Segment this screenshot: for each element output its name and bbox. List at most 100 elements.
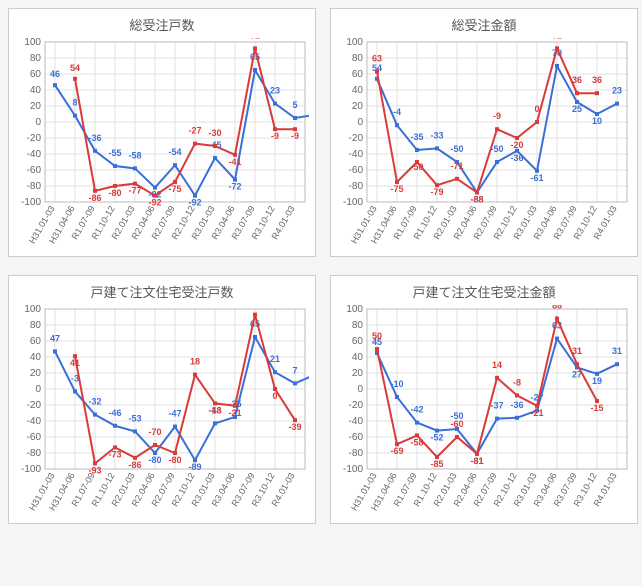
svg-text:-58: -58 <box>128 150 141 160</box>
svg-text:0: 0 <box>35 117 41 128</box>
svg-text:-54: -54 <box>168 147 181 157</box>
svg-text:0: 0 <box>35 384 41 395</box>
svg-text:-9: -9 <box>271 131 279 141</box>
svg-text:-60: -60 <box>27 432 42 443</box>
svg-text:88: 88 <box>552 305 562 311</box>
svg-text:20: 20 <box>30 368 42 379</box>
svg-text:-86: -86 <box>128 460 141 470</box>
svg-text:-9: -9 <box>291 131 299 141</box>
svg-text:0: 0 <box>272 391 277 401</box>
svg-text:-80: -80 <box>168 455 181 465</box>
svg-text:-40: -40 <box>349 149 364 160</box>
panel-title-1: 総受注金額 <box>337 13 631 38</box>
svg-text:50: 50 <box>372 331 382 341</box>
svg-text:-47: -47 <box>168 409 181 419</box>
svg-text:100: 100 <box>24 38 41 48</box>
svg-text:5: 5 <box>292 100 297 110</box>
svg-text:40: 40 <box>352 85 364 96</box>
svg-text:25: 25 <box>572 104 582 114</box>
svg-text:7: 7 <box>292 365 297 375</box>
svg-text:-73: -73 <box>108 449 121 459</box>
svg-text:-100: -100 <box>343 464 363 475</box>
svg-text:100: 100 <box>24 305 41 315</box>
svg-text:-50: -50 <box>410 162 423 172</box>
svg-text:-36: -36 <box>510 153 523 163</box>
svg-text:-18: -18 <box>208 405 221 415</box>
svg-text:41: 41 <box>70 358 80 368</box>
svg-text:20: 20 <box>30 101 42 112</box>
svg-text:46: 46 <box>50 69 60 79</box>
svg-text:-89: -89 <box>188 462 201 472</box>
panel-2: 戸建て注文住宅受注戸数 -100-80-60-40-20020406080100… <box>8 275 316 524</box>
svg-text:-72: -72 <box>228 182 241 192</box>
svg-text:-20: -20 <box>510 140 523 150</box>
svg-text:-42: -42 <box>410 405 423 415</box>
svg-text:-88: -88 <box>470 194 483 204</box>
svg-text:60: 60 <box>352 69 364 80</box>
svg-text:-58: -58 <box>410 437 423 447</box>
svg-text:-27: -27 <box>188 126 201 136</box>
svg-text:-27: -27 <box>530 393 543 403</box>
svg-text:21: 21 <box>270 354 280 364</box>
svg-text:-20: -20 <box>27 400 42 411</box>
svg-text:-20: -20 <box>349 133 364 144</box>
chart-grid: 総受注戸数 -100-80-60-40-20020406080100H31.01… <box>8 8 634 524</box>
chart-3: -100-80-60-40-20020406080100H31.01-03H31… <box>337 305 631 517</box>
svg-text:-60: -60 <box>27 165 42 176</box>
svg-text:-55: -55 <box>108 148 121 158</box>
chart-2: -100-80-60-40-20020406080100H31.01-03H31… <box>15 305 309 517</box>
svg-text:-100: -100 <box>21 464 41 475</box>
svg-text:-53: -53 <box>128 413 141 423</box>
svg-text:31: 31 <box>612 346 622 356</box>
svg-text:40: 40 <box>30 85 42 96</box>
chart-0: -100-80-60-40-20020406080100H31.01-03H31… <box>15 38 309 250</box>
svg-text:100: 100 <box>346 305 363 315</box>
svg-text:-93: -93 <box>88 465 101 475</box>
svg-text:100: 100 <box>346 38 363 48</box>
svg-text:-40: -40 <box>27 149 42 160</box>
panel-title-3: 戸建て注文住宅受注金額 <box>337 280 631 305</box>
svg-text:-60: -60 <box>349 432 364 443</box>
svg-text:-61: -61 <box>530 173 543 183</box>
svg-text:54: 54 <box>70 63 80 73</box>
svg-text:-80: -80 <box>148 455 161 465</box>
svg-text:63: 63 <box>372 54 382 64</box>
svg-text:19: 19 <box>592 376 602 386</box>
svg-text:60: 60 <box>352 336 364 347</box>
svg-text:-32: -32 <box>88 397 101 407</box>
svg-text:-70: -70 <box>148 427 161 437</box>
svg-text:-4: -4 <box>393 107 401 117</box>
panel-0: 総受注戸数 -100-80-60-40-20020406080100H31.01… <box>8 8 316 257</box>
svg-text:-41: -41 <box>228 157 241 167</box>
svg-text:36: 36 <box>572 75 582 85</box>
svg-text:-50: -50 <box>450 144 463 154</box>
svg-text:-10: -10 <box>390 379 403 389</box>
svg-text:36: 36 <box>592 75 602 85</box>
svg-text:-36: -36 <box>88 133 101 143</box>
svg-text:60: 60 <box>30 69 42 80</box>
svg-text:20: 20 <box>352 368 364 379</box>
svg-text:-79: -79 <box>430 187 443 197</box>
svg-text:-75: -75 <box>390 184 403 194</box>
svg-text:-81: -81 <box>470 456 483 466</box>
svg-text:-21: -21 <box>228 408 241 418</box>
chart-1: -100-80-60-40-20020406080100H31.01-03H31… <box>337 38 631 250</box>
svg-text:18: 18 <box>190 357 200 367</box>
svg-text:80: 80 <box>352 320 364 331</box>
svg-text:23: 23 <box>612 86 622 96</box>
svg-text:-60: -60 <box>349 165 364 176</box>
svg-text:-35: -35 <box>410 132 423 142</box>
svg-text:93: 93 <box>250 305 260 307</box>
svg-text:47: 47 <box>50 333 60 343</box>
svg-text:-80: -80 <box>27 448 42 459</box>
svg-text:-15: -15 <box>590 403 603 413</box>
svg-text:0: 0 <box>534 104 539 114</box>
svg-text:20: 20 <box>352 101 364 112</box>
svg-text:-39: -39 <box>288 422 301 432</box>
svg-text:-30: -30 <box>208 128 221 138</box>
svg-text:-77: -77 <box>128 186 141 196</box>
svg-text:40: 40 <box>30 352 42 363</box>
svg-text:-85: -85 <box>430 459 443 469</box>
svg-text:31: 31 <box>572 346 582 356</box>
svg-text:-36: -36 <box>510 400 523 410</box>
